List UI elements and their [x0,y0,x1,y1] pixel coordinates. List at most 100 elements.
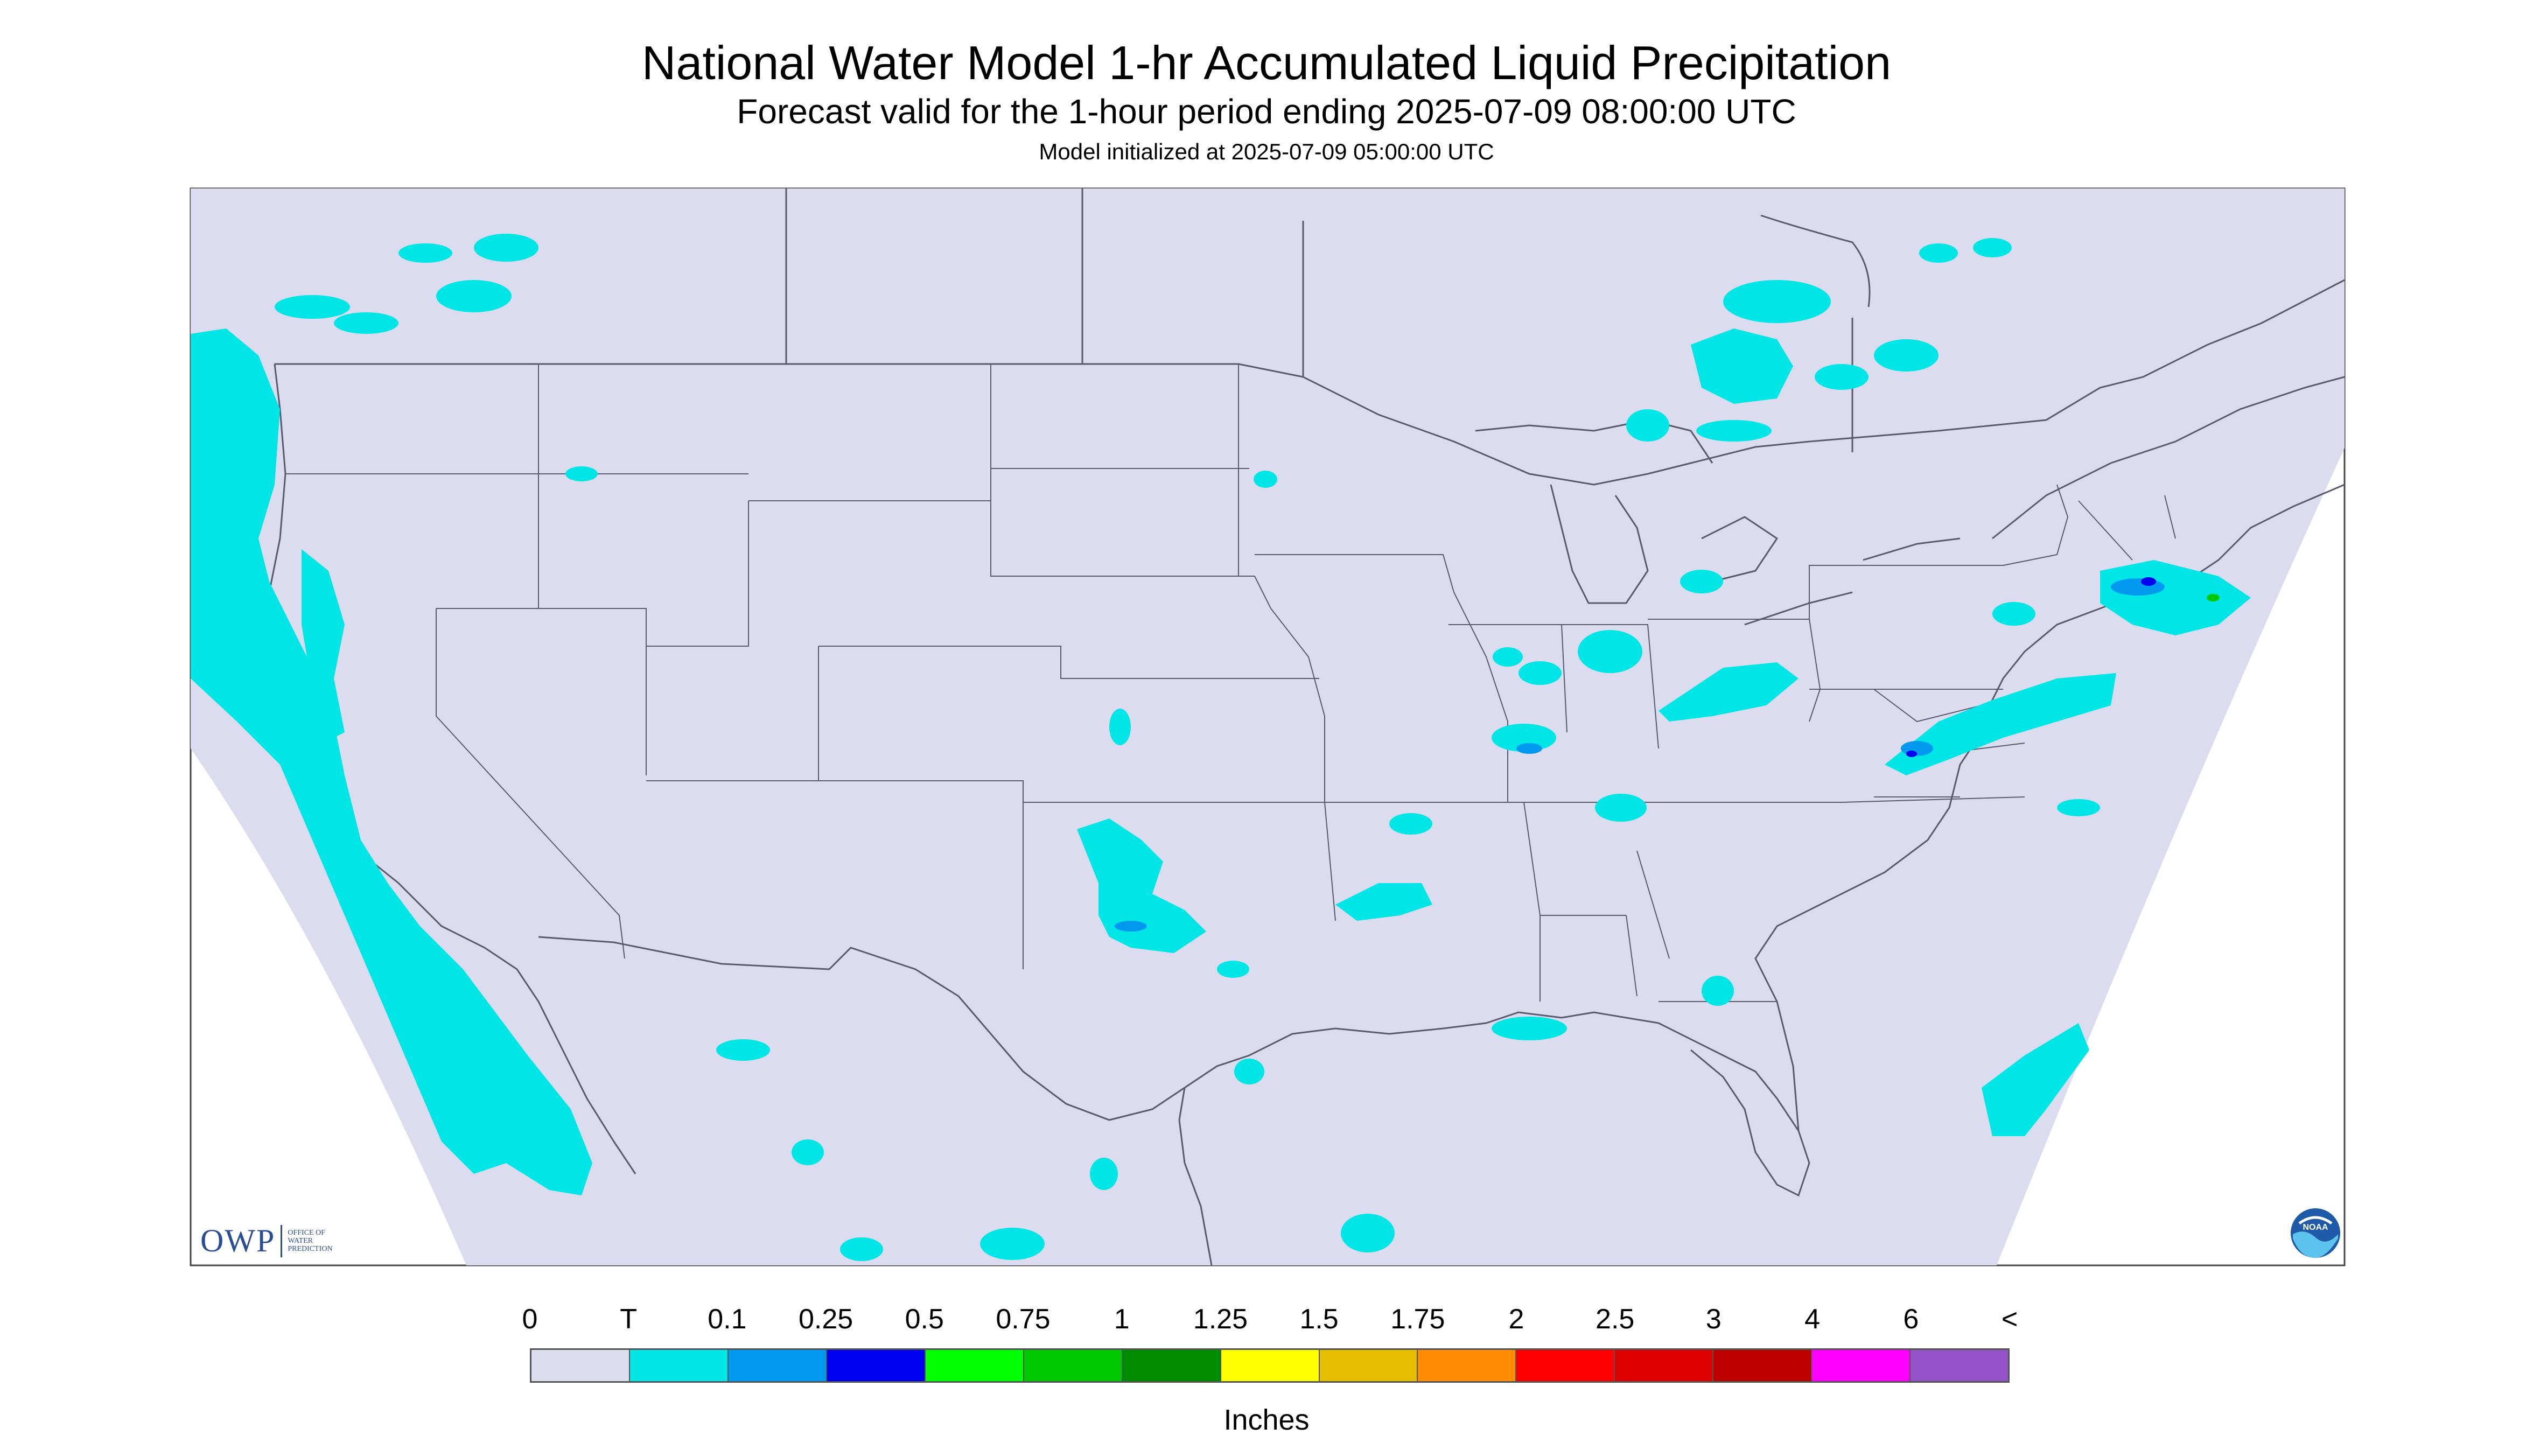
mexico-cell-2 [792,1139,824,1165]
quebec-cell-2 [1815,364,1869,390]
gulf-cell-3 [1341,1214,1395,1252]
legend-label: 0.25 [798,1304,853,1335]
tennessee-cell [1595,794,1647,822]
great-lakes-shores [1475,419,1961,626]
legend-swatch [1516,1350,1615,1381]
moderate-cell-ny [2141,577,2156,586]
map-title: National Water Model 1-hr Accumulated Li… [641,36,1892,89]
legend-units-label: Inches [1223,1404,1310,1436]
arkansas-band [1335,883,1432,921]
precip-moderate-cells [1906,577,2220,757]
mexico-cell-3 [980,1228,1045,1260]
bc-cell-3 [436,280,512,312]
legend-label: 2 [1508,1304,1524,1335]
owp-logo-mark: OWP [200,1223,276,1258]
dakota-cell [1254,471,1277,488]
quebec-cell-3 [1874,339,1939,372]
legend-swatch [629,1350,729,1381]
legend-swatch [1221,1350,1320,1381]
gulf-cell-2 [1234,1059,1264,1084]
west-atlantic-cluster [1982,1023,2089,1136]
legend-label: T [620,1304,638,1335]
noaa-logo-text: NOAA [2303,1223,2328,1232]
bc-cell-4 [474,234,538,262]
legend-label: 3 [1705,1304,1722,1335]
idaho-cell [565,466,598,481]
oklahoma-cluster [1077,818,1206,953]
legend-label: 1 [1114,1304,1130,1335]
legend-label: 4 [1804,1304,1821,1335]
gulf-cell-1 [1492,1017,1567,1040]
st-lawrence [1992,376,2345,540]
precip-trace-cells [191,234,2251,1261]
bc-cell-2 [334,312,398,334]
ny-light-cell [2111,578,2165,596]
legend-swatch [827,1350,926,1381]
legend-swatch [1418,1350,1517,1381]
legend-label: < [2001,1304,2018,1335]
heavy-cell-ny [2207,594,2220,601]
wisconsin-cell [1519,661,1562,685]
legend-label: 0 [522,1304,538,1335]
hudson-bay-coast [1760,214,1871,307]
legend-label: 0.5 [905,1304,944,1335]
superior-cell-1 [1626,409,1669,442]
quebec-cell-4 [1919,243,1958,263]
ohio-band [1659,662,1799,722]
pacific-band-west [191,328,592,1195]
bc-cell-1 [275,295,350,319]
mexico-gulf-coast [1178,1087,1213,1266]
model-domain [191,188,2345,1265]
mexico-cell-4 [1090,1158,1118,1190]
owp-logo: OWP OFFICE OF WATER PREDICTION [200,1222,336,1259]
legend-swatch [1812,1350,1911,1381]
illinois-cell-2 [1492,724,1556,752]
indiana-light-cell [1516,743,1542,754]
noaa-logo: NOAA [2291,1208,2340,1258]
ar-cell [1389,813,1432,835]
mexico-cell-1 [716,1039,770,1061]
legend-label: 2.5 [1596,1304,1635,1335]
legend-swatch [1122,1350,1221,1381]
sc-cell [1702,976,1734,1006]
moderate-cell-md [1906,751,1917,757]
mexico-us-border [538,936,1185,1121]
midatlantic-band [1885,673,2116,775]
state-borders [285,364,2176,1002]
legend-swatch [1319,1350,1418,1381]
legend-swatch [1713,1350,1813,1381]
pacific-band-coast [302,549,345,743]
ok-light-cell [1115,921,1147,932]
legend-label: 0.75 [996,1304,1051,1335]
legend-swatch [1615,1350,1714,1381]
ny-cell [1992,602,2035,626]
forecast-valid-subtitle: Forecast valid for the 1-hour period end… [737,92,1796,131]
legend-swatch [531,1350,630,1381]
atlantic-cell [2057,799,2100,816]
indiana-cell [1578,630,1642,673]
maryland-light-cell [1901,741,1933,756]
legend-label: 1.75 [1390,1304,1445,1335]
legend-label: 1.5 [1299,1304,1339,1335]
legend-label: 0.1 [708,1304,747,1335]
canada-lines [785,188,1853,452]
legend-color-bar [530,1348,2010,1383]
legend-swatch [1024,1350,1123,1381]
gulf-coast [1184,1011,1810,1197]
owp-logo-divider [281,1224,283,1257]
mexico-cell-5 [840,1237,883,1261]
owp-logo-text: OFFICE OF WATER PREDICTION [288,1229,333,1253]
quebec-cell-5 [1973,238,2012,257]
illinois-cell-1 [1493,647,1523,667]
quebec-cell-1 [1723,280,1831,323]
michigan-cell [1680,570,1723,593]
ontario-cluster [1691,328,1793,404]
texas-cell [1217,961,1249,978]
kansas-cell [1109,709,1131,745]
legend-swatch [1911,1350,2009,1381]
legend-swatch [728,1350,827,1381]
model-init-subtitle: Model initialized at 2025-07-09 05:00:00… [1039,139,1494,164]
legend-swatch [925,1350,1024,1381]
legend-label: 6 [1903,1304,1919,1335]
